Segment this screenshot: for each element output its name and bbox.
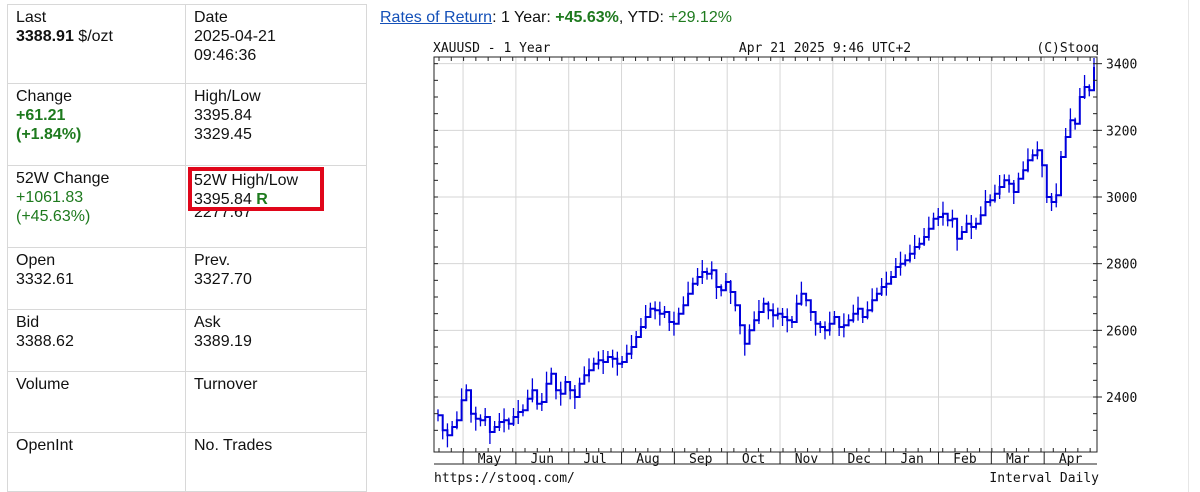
highlow-label: High/Low: [194, 88, 261, 105]
y-tick-label: 2400: [1106, 391, 1137, 406]
turnover-cell: Turnover: [185, 371, 367, 433]
w52-highlow-cell: x x 2277.67: [185, 165, 367, 248]
price-line: [438, 67, 1095, 437]
ytd-value: +29.12%: [668, 9, 732, 26]
plot-frame: [433, 56, 1098, 453]
date-cell: Date 2025-04-21 09:46:36: [185, 4, 367, 84]
ask-cell: Ask 3389.19: [185, 309, 367, 372]
w52-change-cell: 52W Change +1061.83 (+45.63%): [7, 165, 186, 248]
openint-cell: OpenInt: [7, 432, 186, 492]
change-label: Change: [16, 88, 73, 105]
openint-label: OpenInt: [16, 437, 73, 454]
date-label: Date: [194, 9, 228, 26]
bid-value: 3388.62: [16, 333, 74, 350]
chart-timestamp: Apr 21 2025 9:46 UTC+2: [739, 41, 911, 56]
y-tick-label: 3400: [1106, 58, 1137, 73]
last-cell: Last 3388.91 $/ozt: [7, 4, 186, 84]
prev-cell: Prev. 3327.70: [185, 247, 367, 310]
change-percent: (+1.84%): [16, 126, 82, 143]
x-tick-label: Dec: [848, 452, 871, 467]
price-chart: XAUUSD - 1 Year Apr 21 2025 9:46 UTC+2 (…: [433, 41, 1137, 486]
y-tick-label: 2800: [1106, 258, 1137, 273]
x-tick-label: Sep: [689, 452, 713, 467]
last-unit: $/ozt: [73, 28, 113, 45]
w52-highlow-highlight: 52W High/Low 3395.84 R: [194, 171, 298, 209]
chart-copyright: (C)Stooq: [1036, 41, 1099, 56]
x-tick-label: Apr: [1059, 452, 1083, 467]
last-value: 3388.91: [16, 28, 74, 45]
prev-value: 3327.70: [194, 271, 252, 288]
rates-of-return: Rates of Return: 1 Year: +45.63%, YTD: +…: [380, 9, 732, 27]
open-label: Open: [16, 252, 56, 269]
bid-label: Bid: [16, 314, 40, 331]
x-tick-label: Jul: [583, 452, 606, 467]
x-tick-label: May: [478, 452, 502, 467]
page-right-border: [1188, 0, 1189, 492]
x-tick-label: Nov: [795, 452, 819, 467]
trades-label: No. Trades: [194, 437, 273, 454]
x-tick-label: Oct: [742, 452, 765, 467]
record-flag: R: [256, 191, 268, 208]
ytd-label: , YTD:: [618, 9, 669, 26]
open-value: 3332.61: [16, 271, 74, 288]
w52-low-value: 2277.67: [194, 207, 252, 218]
x-axis: May Jun Jul Aug Sep Oct Nov Dec Jan Feb Mar Apr: [434, 57, 1097, 467]
y-tick-label: 2600: [1106, 324, 1137, 339]
chart-symbol-label: XAUUSD - 1 Year: [433, 41, 551, 56]
open-cell: Open 3332.61: [7, 247, 186, 310]
chart-grid: [434, 57, 1097, 452]
x-tick-label: Mar: [1006, 452, 1030, 467]
high-value: 3395.84: [194, 107, 252, 124]
price-series: [437, 58, 1095, 448]
chart-footer-interval: Interval Daily: [989, 471, 1099, 486]
time-value: 09:46:36: [194, 47, 257, 64]
low-value: 3329.45: [194, 126, 252, 143]
w52-highlow-label: 52W High/Low: [194, 172, 299, 189]
w52-change-label: 52W Change: [16, 170, 110, 187]
trades-cell: No. Trades: [185, 432, 367, 492]
x-tick-label: Aug: [636, 452, 659, 467]
y-tick-label: 3200: [1106, 124, 1137, 139]
bid-cell: Bid 3388.62: [7, 309, 186, 372]
x-tick-label: Jun: [531, 452, 554, 467]
change-value: +61.21: [16, 107, 66, 124]
change-cell: Change +61.21 (+1.84%): [7, 83, 186, 166]
y-tick-label: 3000: [1106, 191, 1137, 206]
y-axis: 2400 2600 2800 3000 3200 3400: [434, 58, 1137, 431]
x-tick-label: Feb: [953, 452, 977, 467]
highlow-cell: High/Low 3395.84 3329.45: [185, 83, 367, 166]
w52-change-percent: (+45.63%): [16, 208, 91, 225]
w52-high-value: 3395.84: [194, 191, 252, 208]
date-value: 2025-04-21: [194, 28, 276, 45]
one-year-label: : 1 Year:: [492, 9, 556, 26]
volume-cell: Volume: [7, 371, 186, 433]
quote-table: Last 3388.91 $/ozt Date 2025-04-21 09:46…: [7, 4, 367, 492]
one-year-value: +45.63%: [555, 9, 619, 26]
last-label: Last: [16, 9, 47, 26]
turnover-label: Turnover: [194, 376, 258, 393]
ask-value: 3389.19: [194, 333, 252, 350]
prev-label: Prev.: [194, 252, 231, 269]
chart-footer-url: https://stooq.com/: [434, 471, 575, 486]
w52-change-value: +1061.83: [16, 189, 84, 206]
x-tick-label: Jan: [900, 452, 923, 467]
ask-label: Ask: [194, 314, 221, 331]
rates-of-return-link[interactable]: Rates of Return: [380, 9, 493, 26]
volume-label: Volume: [16, 376, 70, 393]
